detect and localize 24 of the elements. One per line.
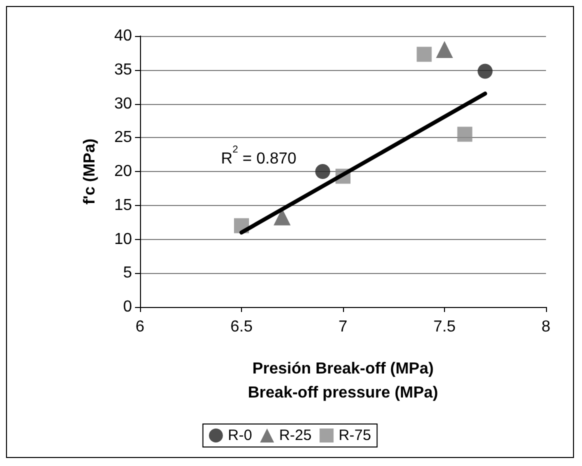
- y-tick-label: 25: [114, 129, 132, 146]
- point: [478, 64, 493, 79]
- y-tick-label: 40: [114, 28, 132, 44]
- point: [436, 41, 453, 58]
- y-tick-label: 5: [123, 264, 132, 282]
- y-axis-title: f'c (MPa): [82, 138, 98, 205]
- y-tick-label: 30: [114, 95, 132, 112]
- y-tick-label: 15: [114, 196, 132, 214]
- y-tick-label: 0: [123, 298, 132, 316]
- y-tick-label: 20: [114, 163, 132, 180]
- x-tick-label: 7.5: [433, 318, 456, 336]
- y-tick-label: 35: [114, 61, 132, 78]
- x-tick-label: 8: [542, 318, 551, 336]
- x-tick-label: 6.5: [230, 318, 253, 336]
- point: [416, 46, 432, 62]
- point: [315, 164, 330, 179]
- x-tick-label: 7: [338, 318, 348, 336]
- y-tick-label: 10: [114, 230, 132, 248]
- legend-label: R-25: [279, 427, 312, 444]
- point: [457, 126, 472, 142]
- x-tick-label: 6: [136, 318, 145, 336]
- legend-label: R-75: [338, 427, 372, 444]
- x-axis-title: Presión Break-off (MPa) Break-off pressure (MPa): [248, 360, 438, 402]
- legend-label: R-0: [228, 427, 252, 444]
